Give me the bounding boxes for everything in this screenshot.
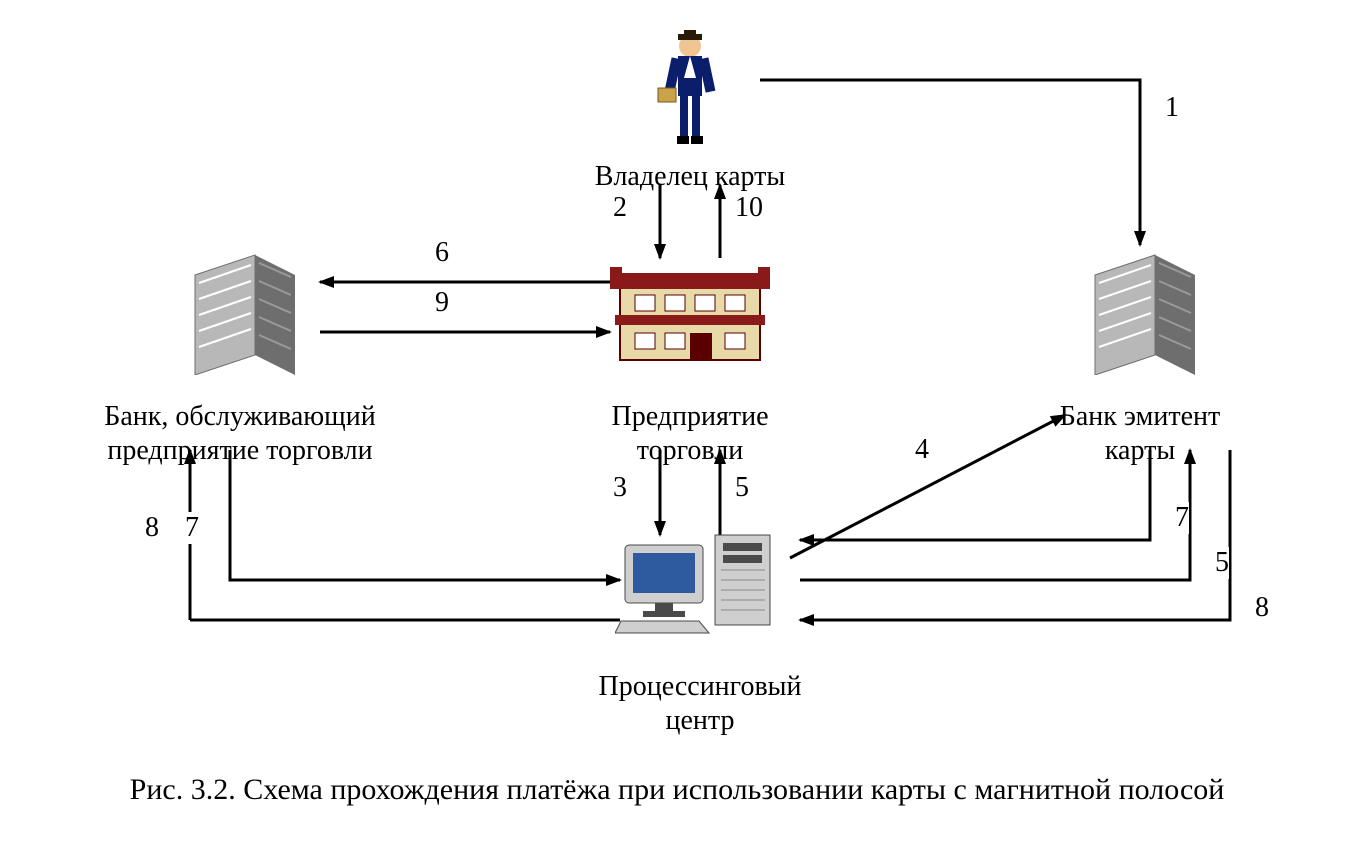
cardholder-label: Владелец карты xyxy=(490,160,890,194)
edge-label: 4 xyxy=(915,434,929,466)
edge-label: 6 xyxy=(435,237,449,269)
issuer-bank-icon xyxy=(1075,245,1205,380)
merchant-store-icon xyxy=(610,255,770,370)
edge-label: 8 xyxy=(145,512,159,544)
edge-label: 7 xyxy=(185,512,199,544)
edge-label: 7 xyxy=(1175,502,1189,534)
edge-label: 2 xyxy=(613,192,627,224)
processing-center-icon xyxy=(615,525,785,640)
edge-label: 1 xyxy=(1165,92,1179,124)
acquirer-bank-icon xyxy=(175,245,305,380)
issuer-bank-label: Банк эмитент карты xyxy=(940,400,1340,467)
acquirer-bank-label: Банк, обслуживающий предприятие торговли xyxy=(40,400,440,467)
edge-label: 10 xyxy=(735,192,763,224)
processing-center-label: Процессинговый центр xyxy=(500,670,900,737)
edge-label: 5 xyxy=(1215,547,1229,579)
figure-caption: Рис. 3.2. Схема прохождения платёжа при … xyxy=(0,770,1354,809)
merchant-label: Предприятие торговли xyxy=(490,400,890,467)
edge-label: 9 xyxy=(435,287,449,319)
edge-label: 8 xyxy=(1255,592,1269,624)
diagram-canvas: Владелец карты Предприятие торговли Банк… xyxy=(0,0,1354,858)
edge-label: 5 xyxy=(735,472,749,504)
cardholder-icon xyxy=(650,30,730,155)
edge-label: 3 xyxy=(613,472,627,504)
